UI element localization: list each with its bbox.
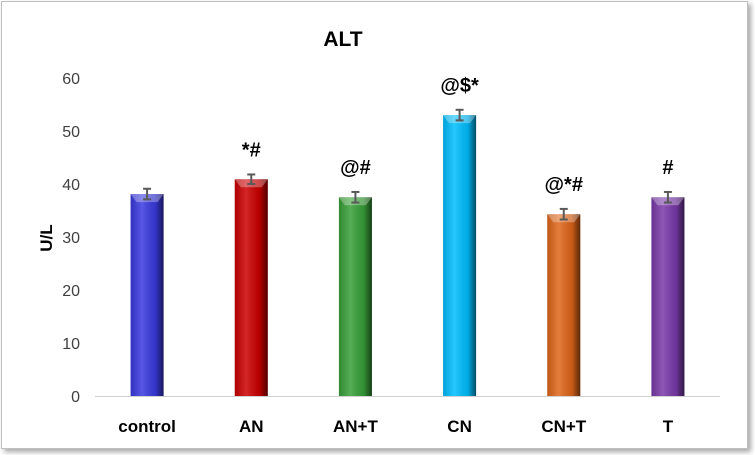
y-tick-label: 40 (62, 177, 80, 194)
bar-shading (130, 194, 164, 396)
y-axis-label: U/L (37, 224, 56, 251)
y-tick-label: 60 (62, 71, 80, 88)
chart-title: ALT (323, 28, 362, 51)
chart-frame (1, 1, 748, 449)
y-tick-label: 10 (62, 336, 80, 353)
significance-label: # (662, 157, 673, 179)
x-tick-label: CN (447, 417, 472, 436)
bar-shading (651, 197, 685, 396)
x-tick-label: T (663, 417, 674, 436)
bar-shading (338, 197, 372, 396)
y-tick-label: 0 (71, 389, 80, 406)
y-tick-label: 50 (62, 124, 80, 141)
x-tick-label: control (118, 417, 176, 436)
bar-shading (443, 115, 477, 396)
significance-label: @*# (545, 174, 583, 196)
significance-label: @$* (440, 75, 479, 97)
significance-label: *# (242, 139, 261, 161)
y-tick-label: 20 (62, 283, 80, 300)
x-tick-label: CN+T (541, 417, 586, 436)
bar-shading (234, 179, 268, 396)
significance-label: @# (340, 157, 371, 179)
y-tick-label: 30 (62, 230, 80, 247)
bar-shading (547, 214, 581, 396)
x-tick-label: AN+T (333, 417, 378, 436)
x-tick-label: AN (239, 417, 264, 436)
